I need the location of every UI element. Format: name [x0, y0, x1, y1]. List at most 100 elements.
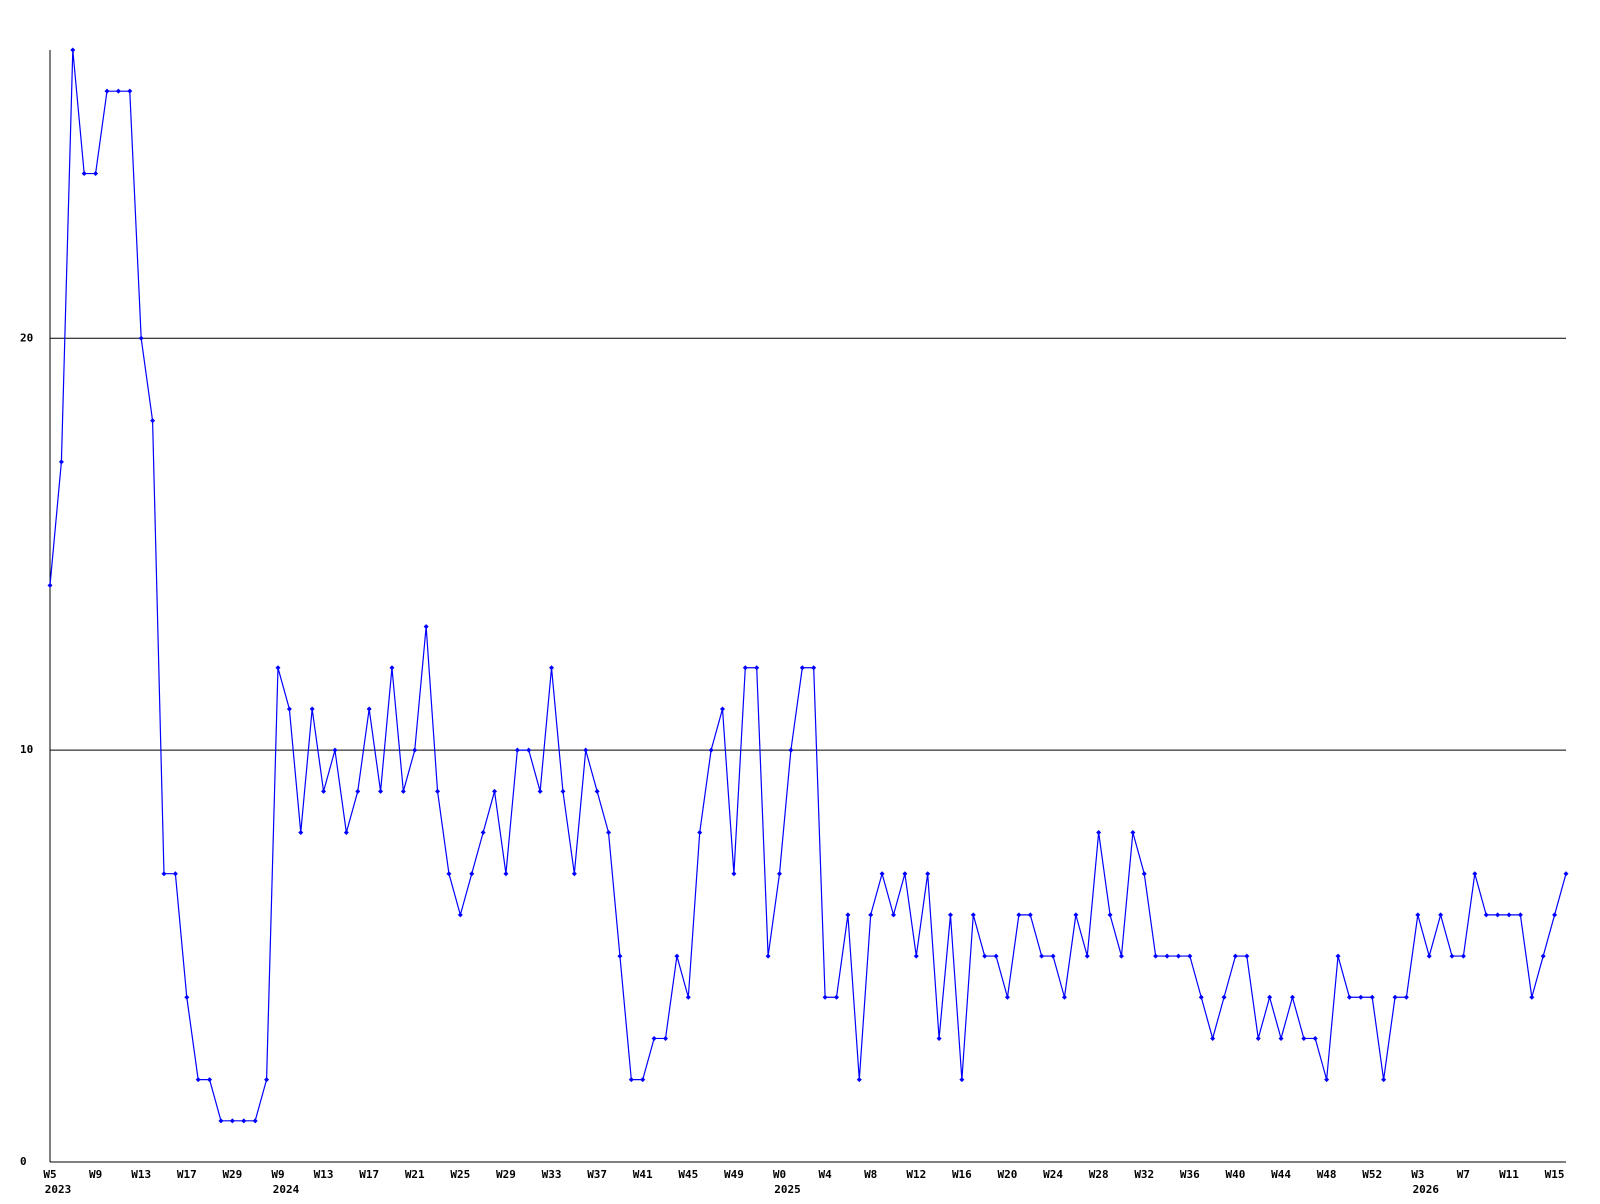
data-point — [1335, 953, 1341, 959]
data-point — [913, 953, 919, 959]
data-point — [1312, 1035, 1318, 1041]
data-point — [890, 912, 896, 918]
data-point — [492, 788, 498, 794]
x-tick-label: W49 — [724, 1168, 744, 1181]
data-point — [1289, 994, 1295, 1000]
data-point — [925, 871, 931, 877]
data-point — [115, 88, 121, 94]
data-point — [1540, 953, 1546, 959]
x-tick-label: W13 — [314, 1168, 334, 1181]
data-point — [1472, 871, 1478, 877]
data-point — [412, 747, 418, 753]
data-point — [1369, 994, 1375, 1000]
data-point — [1004, 994, 1010, 1000]
x-tick-label: W40 — [1226, 1168, 1246, 1181]
data-point — [1061, 994, 1067, 1000]
data-point — [571, 871, 577, 877]
data-point — [503, 871, 509, 877]
data-point — [93, 171, 99, 177]
data-point — [708, 747, 714, 753]
data-point — [845, 912, 851, 918]
x-tick-label: W44 — [1271, 1168, 1291, 1181]
x-tick-label: W7 — [1457, 1168, 1470, 1181]
data-point — [822, 994, 828, 1000]
data-point — [1449, 953, 1455, 959]
data-point — [1050, 953, 1056, 959]
x-tick-label: W29 — [496, 1168, 516, 1181]
data-point — [1232, 953, 1238, 959]
data-point — [1221, 994, 1227, 1000]
data-point — [1210, 1035, 1216, 1041]
x-tick-label: W9 — [271, 1168, 284, 1181]
x-tick-label: W20 — [998, 1168, 1018, 1181]
x-tick-label: W15 — [1545, 1168, 1565, 1181]
data-point — [309, 706, 315, 712]
year-label: 2024 — [273, 1183, 300, 1196]
x-tick-label: W13 — [131, 1168, 151, 1181]
data-point — [1381, 1077, 1387, 1083]
x-tick-label: W11 — [1499, 1168, 1519, 1181]
data-point — [1255, 1035, 1261, 1041]
data-point — [526, 747, 532, 753]
x-tick-label: W16 — [952, 1168, 972, 1181]
data-point — [286, 706, 292, 712]
data-point — [1107, 912, 1113, 918]
data-point — [389, 665, 395, 671]
data-point — [1084, 953, 1090, 959]
data-point — [1392, 994, 1398, 1000]
x-tick-label: W12 — [906, 1168, 926, 1181]
data-point — [663, 1035, 669, 1041]
data-point — [560, 788, 566, 794]
x-tick-label: W4 — [818, 1168, 832, 1181]
data-point — [583, 747, 589, 753]
data-point — [1358, 994, 1364, 1000]
x-tick-label: W41 — [633, 1168, 653, 1181]
x-tick-label: W21 — [405, 1168, 425, 1181]
data-point — [833, 994, 839, 1000]
data-point — [993, 953, 999, 959]
x-tick-label: W33 — [542, 1168, 562, 1181]
data-point — [799, 665, 805, 671]
data-point — [1187, 953, 1193, 959]
data-point — [720, 706, 726, 712]
data-point — [207, 1077, 213, 1083]
data-point — [298, 830, 304, 836]
data-point — [241, 1118, 247, 1124]
data-point — [936, 1035, 942, 1041]
data-point — [1403, 994, 1409, 1000]
data-point — [697, 830, 703, 836]
x-tick-label: W52 — [1362, 1168, 1382, 1181]
data-point — [150, 418, 156, 424]
data-point — [1438, 912, 1444, 918]
x-tick-label: W24 — [1043, 1168, 1063, 1181]
data-point — [1415, 912, 1421, 918]
data-point — [514, 747, 520, 753]
data-point — [594, 788, 600, 794]
data-point — [1244, 953, 1250, 959]
data-point — [868, 912, 874, 918]
data-point — [332, 747, 338, 753]
x-tick-label: W25 — [450, 1168, 470, 1181]
x-tick-label: W29 — [222, 1168, 242, 1181]
data-point — [674, 953, 680, 959]
data-point — [480, 830, 486, 836]
data-point — [1164, 953, 1170, 959]
year-label: 2023 — [45, 1183, 72, 1196]
data-point — [435, 788, 441, 794]
data-point — [959, 1077, 965, 1083]
data-point — [1039, 953, 1045, 959]
data-point — [355, 788, 361, 794]
data-point — [1506, 912, 1512, 918]
data-point — [856, 1077, 862, 1083]
data-point — [685, 994, 691, 1000]
data-point — [640, 1077, 646, 1083]
data-point — [970, 912, 976, 918]
data-point — [275, 665, 281, 671]
data-point — [469, 871, 475, 877]
data-point — [1517, 912, 1523, 918]
data-point — [754, 665, 760, 671]
data-point — [127, 88, 133, 94]
data-line — [49, 49, 1567, 1122]
data-point — [366, 706, 372, 712]
